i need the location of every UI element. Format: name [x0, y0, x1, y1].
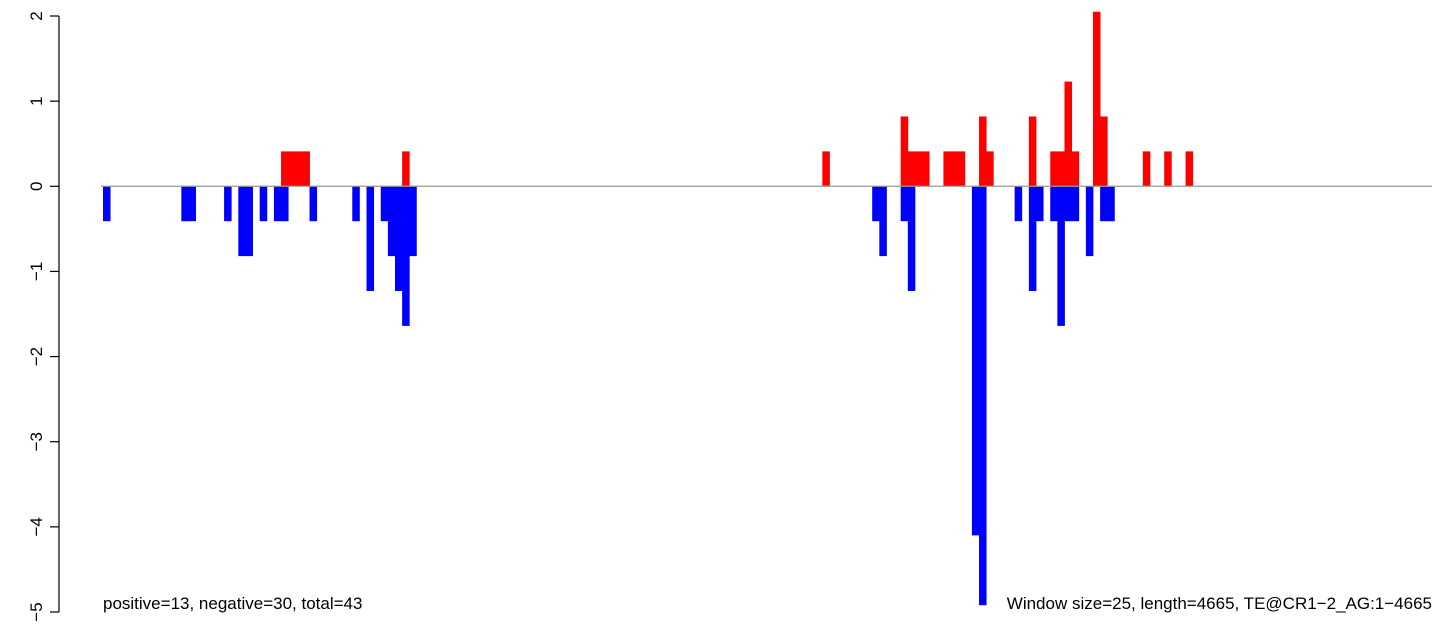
- negative-bar: [1085, 186, 1094, 257]
- y-tick-label: −2: [27, 347, 46, 366]
- negative-bar: [366, 186, 375, 292]
- negative-bar: [395, 186, 403, 292]
- negative-bar: [1071, 186, 1080, 222]
- negative-bar: [245, 186, 253, 257]
- positive-bar: [1185, 151, 1194, 187]
- negative-bar: [309, 186, 318, 222]
- positive-bar: [979, 116, 987, 187]
- y-tick-label: −1: [27, 262, 46, 281]
- negative-bar: [907, 186, 916, 292]
- negative-bar: [259, 186, 268, 222]
- negative-bar: [971, 186, 980, 536]
- negative-bar: [409, 186, 417, 257]
- positive-bar: [281, 151, 289, 187]
- bars-group: [103, 11, 1194, 606]
- positive-bar: [1057, 151, 1065, 187]
- y-tick-label: 0: [27, 182, 46, 191]
- negative-bar: [402, 186, 410, 326]
- positive-bar: [986, 151, 994, 187]
- positive-bar: [1164, 151, 1172, 187]
- counts-note: positive=13, negative=30, total=43: [103, 594, 362, 613]
- positive-bar: [907, 151, 916, 187]
- positive-bar: [402, 151, 410, 187]
- positive-bar: [1064, 81, 1073, 187]
- y-tick-label: −5: [27, 602, 46, 621]
- positive-bar: [1071, 151, 1080, 187]
- info-note: Window size=25, length=4665, TE@CR1−2_AG…: [1007, 594, 1432, 613]
- y-tick-label: 2: [27, 11, 46, 20]
- negative-bar: [900, 186, 909, 222]
- negative-bar: [979, 186, 987, 606]
- positive-bar: [1092, 11, 1101, 187]
- negative-bar: [273, 186, 282, 222]
- positive-bar: [1100, 116, 1108, 187]
- negative-bar: [1028, 186, 1037, 292]
- negative-bar: [1014, 186, 1023, 222]
- positive-bar: [1028, 116, 1037, 187]
- y-axis: 2 1 0 −1 −2 −3 −4 −5: [27, 11, 60, 622]
- y-tick-label: −4: [27, 517, 46, 536]
- positive-bar: [295, 151, 303, 187]
- positive-bar: [822, 151, 830, 187]
- negative-bar: [1064, 186, 1073, 222]
- negative-bar: [1107, 186, 1115, 222]
- negative-bar: [352, 186, 360, 222]
- negative-bar: [188, 186, 196, 222]
- positive-bar: [900, 116, 909, 187]
- positive-bar: [922, 151, 930, 187]
- negative-bar: [238, 186, 246, 257]
- negative-bar: [879, 186, 887, 257]
- negative-bar: [224, 186, 232, 222]
- negative-bar: [103, 186, 111, 222]
- positive-bar: [950, 151, 959, 187]
- y-tick-label: −3: [27, 432, 46, 451]
- positive-bar: [914, 151, 923, 187]
- positive-bar: [1142, 151, 1151, 187]
- negative-bar: [1100, 186, 1108, 222]
- positive-bar: [957, 151, 966, 187]
- negative-bar: [1036, 186, 1044, 222]
- negative-bar: [387, 186, 396, 257]
- negative-bar: [872, 186, 880, 222]
- negative-bar: [281, 186, 289, 222]
- y-tick-label: 1: [27, 96, 46, 105]
- positive-bar: [1050, 151, 1058, 187]
- negative-bar: [1050, 186, 1058, 222]
- positive-bar: [302, 151, 310, 187]
- negative-bar: [380, 186, 389, 222]
- positive-bar: [943, 151, 951, 187]
- negative-bar: [181, 186, 189, 222]
- negative-bar: [1057, 186, 1065, 326]
- positive-bar: [288, 151, 296, 187]
